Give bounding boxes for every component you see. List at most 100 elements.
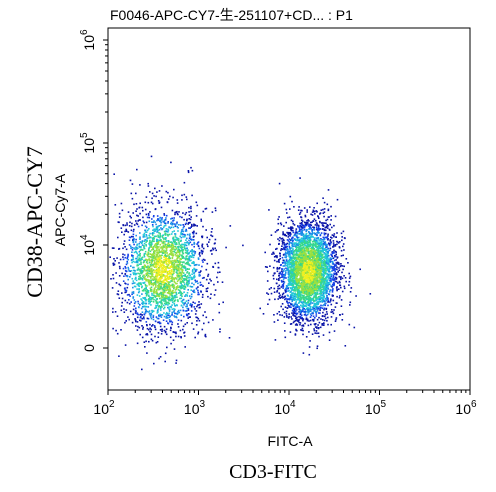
event-dot [179,329,182,332]
event-dot [186,277,188,279]
event-dot [144,278,146,280]
event-dot [153,263,156,265]
event-dot [291,287,294,290]
event-dot [180,314,183,316]
event-dot [130,247,132,250]
event-dot [325,279,327,281]
event-dot [168,298,171,300]
event-dot [128,302,131,305]
event-dot [159,322,162,325]
event-dot [297,257,299,259]
event-dot [143,245,145,248]
event-dot [207,295,209,298]
event-dot [193,264,196,267]
event-dot [159,329,162,331]
event-dot [186,237,188,240]
event-dot [286,245,288,248]
event-dot [143,242,146,245]
event-dot [219,271,221,273]
event-dot [187,242,189,244]
event-dot [144,250,147,253]
event-dot [147,201,150,204]
event-dot [307,279,310,281]
event-dot [325,267,327,270]
event-dot [340,278,342,281]
event-dot [156,219,158,222]
event-dot [154,335,156,338]
event-dot [312,276,314,278]
event-dot [124,273,127,275]
event-dot [336,268,338,271]
event-dot [213,242,216,245]
event-dot [186,250,189,252]
event-dot [123,233,125,236]
event-dot [122,267,125,270]
event-dot [323,211,326,213]
event-dot [177,246,180,249]
event-dot [151,267,153,270]
event-dot [174,233,176,235]
event-dot [299,177,301,179]
event-dot [340,249,343,252]
event-dot [176,267,178,269]
event-dot [182,309,185,312]
event-dot [281,243,284,245]
event-dot [291,318,293,320]
event-dot [160,305,163,307]
event-dot [156,239,159,241]
event-dot [162,292,164,295]
event-dot [159,314,162,317]
event-dot [229,225,232,227]
event-dot [190,306,193,308]
event-dot [185,313,188,316]
event-dot [157,242,160,244]
event-dot [298,299,301,302]
event-dot [324,268,326,271]
event-dot [174,312,176,315]
event-dot [286,242,289,245]
event-dot [316,211,318,213]
event-dot [188,252,190,254]
event-dot [150,328,152,331]
event-dot [287,232,289,234]
event-dot [174,223,176,225]
event-dot [160,309,162,311]
event-dot [149,191,151,193]
event-dot [149,282,151,285]
event-dot [149,301,151,304]
event-dot [277,229,279,231]
event-dot [165,295,167,298]
event-dot [280,274,283,276]
event-dot [295,329,298,332]
event-dot [308,353,311,356]
event-dot [169,294,171,296]
event-dot [311,214,314,216]
event-dot [171,242,174,244]
event-dot [164,224,167,227]
event-dot [157,252,159,255]
event-dot [181,257,184,259]
event-dot [180,286,182,288]
event-dot [138,285,141,288]
event-dot [130,216,132,219]
event-dot [320,258,323,260]
event-dot [153,271,155,273]
event-dot [315,323,317,325]
event-dot [328,281,330,284]
event-dot [132,230,135,233]
event-dot [197,291,200,294]
event-dot [165,278,168,280]
event-dot [187,307,190,310]
event-dot [322,281,325,283]
event-dot [170,305,172,308]
event-dot [325,276,327,279]
event-dot [191,271,194,273]
event-dot [316,332,318,335]
event-dot [183,283,186,285]
event-dot [199,271,201,274]
event-dot [167,231,169,233]
event-dot [311,249,313,251]
event-dot [284,243,287,246]
event-dot [327,301,329,303]
event-dot [177,292,180,294]
